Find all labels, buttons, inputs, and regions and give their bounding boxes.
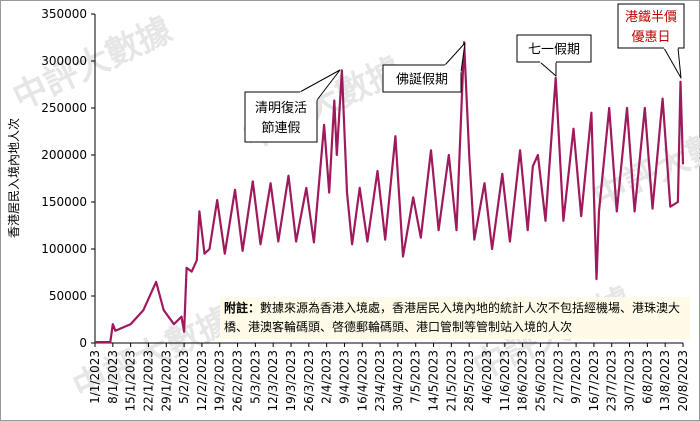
x-tick-label: 12/3/2023 [266, 350, 280, 412]
y-axis-label: 香港居民入境內地人次 [6, 118, 21, 238]
y-tick-label: 250000 [41, 101, 87, 115]
callout-box [382, 64, 462, 93]
y-tick-label: 150000 [41, 195, 87, 209]
y-tick-label: 300000 [41, 54, 87, 68]
watermark: 中評大數據 [7, 10, 179, 119]
note: 附註：數據來源為香港入境處，香港居民入境內地的統計人次不包括經機場、港珠澳大橋、… [220, 297, 690, 339]
callout-box [617, 3, 685, 49]
y-tick-label: 350000 [41, 7, 87, 21]
x-tick-label: 21/5/2023 [444, 350, 458, 412]
x-tick-label: 8/1/2023 [106, 350, 120, 404]
x-tick-label: 14/5/2023 [427, 350, 441, 412]
annotation-text: 佛誕假期 [396, 73, 448, 88]
x-tick-label: 16/4/2023 [355, 350, 369, 412]
annotation-text: 清明復活 [255, 100, 307, 116]
x-tick-label: 6/8/2023 [640, 350, 654, 404]
callout-tail [539, 61, 557, 77]
x-tick-label: 4/6/2023 [480, 350, 494, 404]
x-tick-label: 26/2/2023 [231, 350, 245, 412]
callout-tail-cover [444, 64, 462, 73]
annotation-text: 優惠日 [631, 30, 670, 45]
x-tick-label: 9/7/2023 [569, 350, 583, 404]
x-tick-label: 18/6/2023 [516, 350, 530, 412]
x-tick-label: 22/1/2023 [141, 350, 155, 412]
y-tick-label: 0 [79, 336, 87, 350]
x-tick-label: 15/1/2023 [124, 350, 138, 412]
x-tick-label: 25/6/2023 [533, 350, 547, 412]
x-tick-label: 20/8/2023 [676, 350, 690, 412]
x-tick-label: 2/4/2023 [320, 350, 334, 404]
x-tick-label: 26/3/2023 [302, 350, 316, 412]
note-text: 數據來源為香港入境處，香港居民入境內地的統計人次不包括經機場、港珠澳大橋、港澳客… [224, 301, 681, 334]
x-tick-label: 2/7/2023 [551, 350, 565, 404]
x-tick-label: 23/4/2023 [373, 350, 387, 412]
callout-box [516, 34, 592, 63]
callout-tail [663, 47, 682, 79]
annotation-text: 節連假 [261, 121, 300, 136]
x-tick-label: 7/5/2023 [409, 350, 423, 404]
x-tick-label: 30/7/2023 [623, 350, 637, 412]
x-tick-label: 5/2/2023 [177, 350, 191, 404]
x-tick-label: 16/7/2023 [587, 350, 601, 412]
x-tick-label: 9/4/2023 [337, 350, 351, 404]
annotation-text: 七一假期 [528, 43, 580, 58]
x-tick-label: 12/2/2023 [195, 350, 209, 412]
x-tick-label: 23/7/2023 [605, 350, 619, 412]
x-tick-label: 19/3/2023 [284, 350, 298, 412]
x-tick-label: 30/4/2023 [391, 350, 405, 412]
x-tick-label: 29/1/2023 [159, 350, 173, 412]
x-tick-label: 19/2/2023 [213, 350, 227, 412]
callout-box [244, 91, 318, 143]
x-tick-label: 1/1/2023 [88, 350, 102, 404]
x-tick-label: 11/6/2023 [498, 350, 512, 412]
callout-tail-cover [299, 91, 318, 101]
y-tick-label: 100000 [41, 242, 87, 256]
x-tick-label: 28/5/2023 [462, 350, 476, 412]
note-label: 附註： [224, 301, 261, 315]
data-line [95, 41, 685, 344]
y-tick-label: 200000 [41, 148, 87, 162]
watermarks: 中評大數據中評大數據中評大數據中評大數據中評大數據 [7, 10, 700, 409]
x-tick-label: 5/3/2023 [248, 350, 262, 404]
annotation-text: 港鐵半價 [625, 9, 677, 25]
y-tick-label: 50000 [49, 289, 87, 303]
x-tick-label: 13/8/2023 [658, 350, 672, 412]
